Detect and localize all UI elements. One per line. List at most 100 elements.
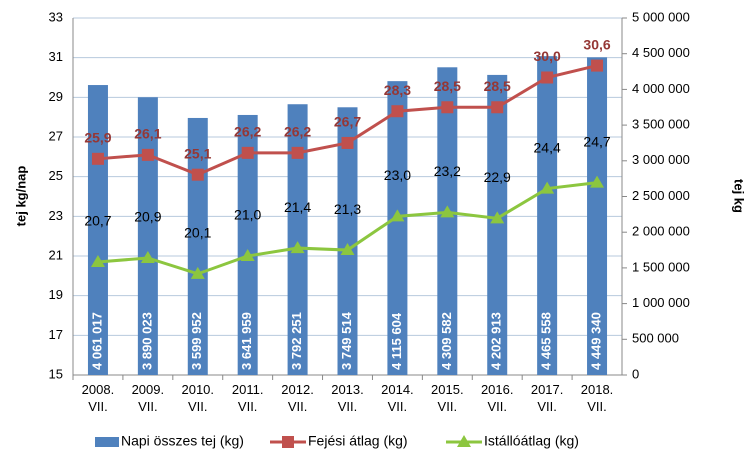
legend-swatch — [95, 437, 119, 447]
line-value-label: 26,1 — [134, 126, 161, 142]
y2-tick-label: 3 500 000 — [632, 117, 690, 132]
y-tick-label: 17 — [49, 327, 63, 342]
marker — [591, 59, 604, 72]
x-tick-label: 2011. VII. — [231, 382, 264, 414]
marker — [541, 71, 554, 84]
marker — [290, 241, 305, 254]
bar — [287, 104, 308, 375]
legend-marker — [457, 435, 471, 447]
bar — [537, 56, 558, 376]
marker — [141, 148, 154, 161]
marker — [590, 175, 605, 188]
line-value-label: 20,9 — [134, 209, 161, 225]
y2-tick-label: 2 500 000 — [632, 188, 690, 203]
bar — [187, 117, 208, 375]
line-value-label: 25,1 — [184, 145, 211, 161]
bar-value-label: 4 115 604 — [389, 312, 404, 370]
marker — [191, 168, 204, 181]
y2-tick-label: 0 — [632, 366, 639, 381]
x-tick-label: 2009. VII. — [131, 382, 165, 414]
bar — [137, 97, 158, 376]
y2-tick-label: 4 500 000 — [632, 45, 690, 60]
bar-value-label: 3 792 251 — [289, 312, 304, 370]
line-value-label: 24,4 — [534, 139, 561, 155]
line-value-label: 21,4 — [284, 199, 311, 215]
marker — [291, 146, 304, 159]
x-tick-label: 2014. VII. — [381, 382, 414, 414]
bar — [237, 114, 258, 376]
y2-tick-label: 4 000 000 — [632, 81, 690, 96]
line-value-label: 26,7 — [334, 114, 361, 130]
y-tick-label: 33 — [49, 9, 63, 24]
marker — [390, 209, 405, 222]
marker — [240, 249, 255, 261]
x-tick-label: 2012. VII. — [281, 382, 314, 414]
line-value-label: 24,7 — [583, 133, 610, 149]
x-tick-label: 2018. VII. — [580, 382, 614, 414]
bar-value-label: 3 599 952 — [189, 312, 204, 370]
y-tick-label: 15 — [49, 366, 63, 381]
marker — [91, 152, 104, 165]
y-tick-label: 21 — [49, 247, 63, 262]
marker — [540, 181, 555, 194]
marker — [391, 105, 404, 118]
line-value-label: 20,1 — [184, 225, 211, 241]
x-tick-label: 2016. VII. — [480, 382, 514, 414]
y-tick-label: 19 — [49, 287, 63, 302]
line-value-label: 28,5 — [484, 78, 511, 94]
line-value-label: 25,9 — [84, 130, 111, 146]
y-tick-label: 31 — [49, 49, 63, 64]
marker — [340, 243, 355, 256]
bar-value-label: 4 202 913 — [489, 312, 504, 370]
x-tick-label: 2013. VII. — [331, 382, 364, 414]
marker — [341, 136, 354, 149]
marker — [491, 101, 504, 114]
line-value-label: 26,2 — [284, 124, 311, 140]
x-tick-label: 2010. VII. — [181, 382, 215, 414]
x-tick-label: 2015. VII. — [431, 382, 464, 414]
line-value-label: 28,3 — [384, 82, 411, 98]
bar-value-label: 3 749 514 — [339, 311, 354, 370]
marker — [241, 146, 254, 159]
x-tick-label: 2008. VII. — [81, 382, 115, 414]
y2-tick-label: 500 000 — [632, 331, 679, 346]
marker — [440, 205, 455, 218]
line-value-label: 23,0 — [384, 167, 411, 183]
bar — [337, 107, 358, 375]
line-value-label: 30,0 — [534, 48, 561, 64]
y-tick-label: 25 — [49, 168, 63, 183]
bar — [587, 57, 608, 375]
bar — [387, 81, 408, 375]
line-value-label: 28,5 — [434, 78, 461, 94]
bar — [487, 74, 508, 375]
marker — [441, 101, 454, 114]
y2-tick-label: 1 000 000 — [632, 295, 690, 310]
y2-tick-label: 2 000 000 — [632, 224, 690, 239]
line-value-label: 26,2 — [234, 124, 261, 140]
line-value-label: 22,9 — [484, 169, 511, 185]
legend-label: Fejési átlag (kg) — [308, 433, 408, 449]
bar-value-label: 3 890 023 — [139, 312, 154, 370]
legend-label: Napi összes tej (kg) — [121, 433, 244, 449]
y-tick-label: 23 — [49, 208, 63, 223]
y2-tick-label: 1 500 000 — [632, 259, 690, 274]
y2-tick-label: 3 000 000 — [632, 152, 690, 167]
bar-value-label: 4 449 340 — [588, 312, 603, 370]
line-value-label: 20,7 — [84, 213, 111, 229]
legend-marker — [282, 436, 294, 448]
bar — [437, 67, 458, 376]
marker — [140, 250, 155, 263]
x-tick-label: 2017. VII. — [530, 382, 564, 414]
bar-value-label: 4 309 582 — [439, 312, 454, 370]
bar-value-label: 4 465 558 — [539, 312, 554, 370]
line-value-label: 21,3 — [334, 201, 361, 217]
y-tick-label: 27 — [49, 128, 63, 143]
line-value-label: 23,2 — [434, 163, 461, 179]
bar-value-label: 3 641 959 — [239, 312, 254, 370]
y2-axis-title: tej kg — [732, 179, 747, 213]
y2-tick-label: 5 000 000 — [632, 9, 690, 24]
marker — [490, 211, 505, 224]
y-axis-title: tej kg/nap — [13, 166, 28, 227]
